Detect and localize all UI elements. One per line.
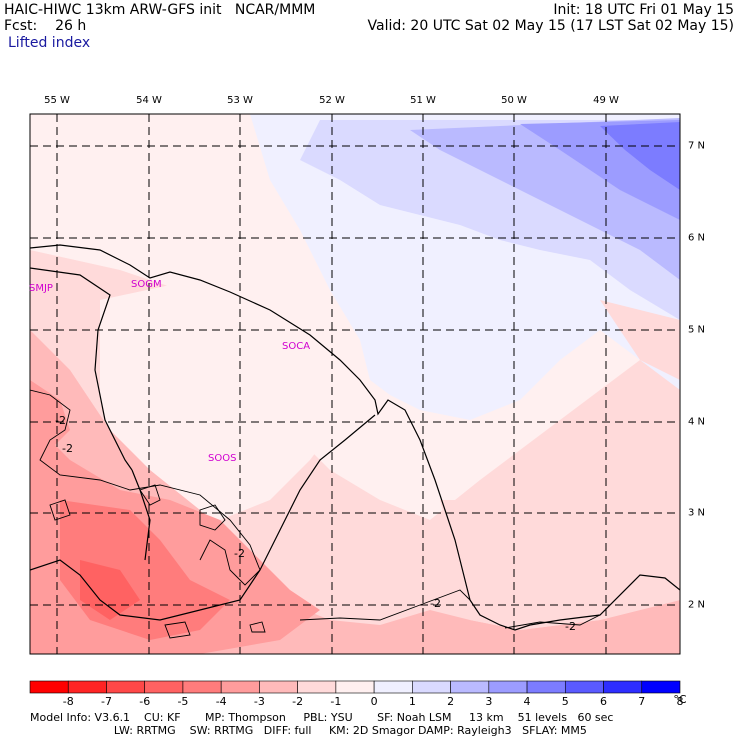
- lon-label: 55 W: [44, 95, 70, 106]
- colorbar-swatch: [106, 680, 146, 694]
- colorbar-swatch: [526, 680, 566, 694]
- contour-label: -2: [62, 442, 73, 455]
- station-label: SMJP: [29, 283, 53, 294]
- lon-label: 53 W: [227, 95, 253, 106]
- colorbar-swatch: [641, 680, 681, 694]
- colorbar-tick-label: -5: [177, 695, 189, 708]
- colorbar-tick-label: -1: [330, 695, 342, 708]
- init-time: Init: 18 UTC Fri 01 May 15: [553, 2, 734, 18]
- model-info-line-1: Model Info: V3.6.1 CU: KF MP: Thompson P…: [30, 711, 614, 724]
- colorbar-tick-label: -7: [100, 695, 112, 708]
- colorbar-swatch: [220, 680, 260, 694]
- model-title: HAIC-HIWC 13km ARW-GFS init NCAR/MMM: [4, 2, 316, 18]
- lat-label: 3 N: [688, 507, 706, 519]
- lat-label: 6 N: [688, 232, 706, 244]
- colorbar-tick-label: -3: [253, 695, 265, 708]
- lon-label: 52 W: [319, 95, 345, 106]
- colorbar-swatch: [373, 680, 413, 694]
- lon-label: 50 W: [501, 95, 527, 106]
- lat-label: 4 N: [688, 416, 706, 428]
- contour-label: -2: [234, 547, 245, 560]
- station-label: SOCA: [282, 341, 311, 352]
- colorbar-swatch: [297, 680, 337, 694]
- colorbar-swatch: [564, 680, 604, 694]
- colorbar-tick-label: -8: [62, 695, 74, 708]
- station-label: SOOS: [208, 453, 237, 464]
- colorbar-swatch: [488, 680, 528, 694]
- fcst-value: 26 h: [55, 18, 87, 34]
- colorbar-swatch: [450, 680, 490, 694]
- contour-label: -2: [55, 414, 66, 427]
- lon-label: 54 W: [136, 95, 162, 106]
- colorbar-swatch: [259, 680, 298, 694]
- colorbar: [29, 680, 681, 694]
- colorbar-tick-label: 5: [561, 695, 569, 708]
- colorbar-tick-label: 6: [600, 695, 608, 708]
- colorbar-swatch: [412, 680, 451, 694]
- colorbar-unit: °C: [673, 693, 687, 706]
- station-label: SOGM: [131, 279, 162, 290]
- colorbar-tick-label: -4: [215, 695, 227, 708]
- colorbar-swatch: [67, 680, 107, 694]
- lat-label: 2 N: [688, 599, 706, 611]
- colorbar-tick-label: 1: [408, 695, 416, 708]
- model-info-line-2: LW: RRTMG SW: RRTMG DIFF: full KM: 2D Sm…: [30, 724, 587, 737]
- colorbar-swatch: [603, 680, 643, 694]
- forecast-hour: Fcst: 26 h: [4, 18, 86, 34]
- lon-label: 49 W: [593, 95, 619, 106]
- valid-time: Valid: 20 UTC Sat 02 May 15 (17 LST Sat …: [367, 18, 734, 34]
- contour-label: -2: [565, 620, 576, 633]
- fcst-label: Fcst:: [4, 18, 38, 34]
- colorbar-tick-label: -2: [292, 695, 304, 708]
- lat-label: 5 N: [688, 324, 706, 336]
- colorbar-tick-label: 4: [523, 695, 531, 708]
- colorbar-tick-label: 3: [485, 695, 493, 708]
- colorbar-tick-label: 0: [370, 695, 378, 708]
- colorbar-tick-label: 7: [638, 695, 646, 708]
- colorbar-swatch: [29, 680, 69, 694]
- colorbar-tick-label: -6: [139, 695, 151, 708]
- lat-label: 7 N: [688, 140, 706, 152]
- colorbar-tick-label: 2: [447, 695, 455, 708]
- colorbar-tick-label: 8: [676, 695, 684, 708]
- lat-lon-grid: [30, 114, 680, 654]
- lon-label: 51 W: [410, 95, 436, 106]
- colorbar-swatch: [335, 680, 375, 694]
- coastline-borders: [30, 244, 680, 631]
- contour-label: -2: [430, 597, 441, 610]
- colorbar-swatch: [144, 680, 184, 694]
- field-name: Lifted index: [8, 35, 91, 51]
- lifted-index-field: [30, 114, 680, 654]
- colorbar-swatch: [182, 680, 222, 694]
- contour-lines: [30, 389, 601, 639]
